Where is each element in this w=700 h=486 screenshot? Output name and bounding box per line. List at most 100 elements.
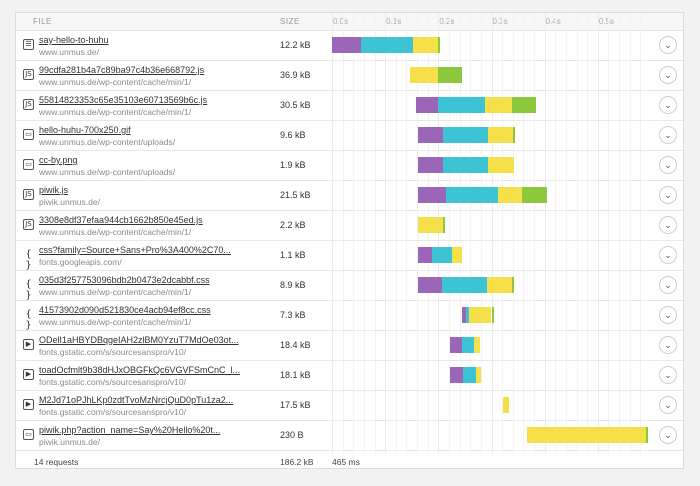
timing-segment-wait bbox=[469, 307, 492, 323]
expand-row-button[interactable]: ⌄ bbox=[659, 216, 677, 234]
request-row[interactable]: ▭ piwik.php?action_name=Say%20Hello%20t..… bbox=[16, 420, 683, 451]
expand-row-button[interactable]: ⌄ bbox=[659, 96, 677, 114]
timing-segment-wait bbox=[412, 37, 439, 53]
expand-row-button[interactable]: ⌄ bbox=[659, 366, 677, 384]
request-row[interactable]: ▭ cc-by.png www.unmus.de/wp-content/upload… bbox=[16, 150, 683, 181]
expand-row-button[interactable]: ⌄ bbox=[659, 66, 677, 84]
request-size: 2.2 kB bbox=[280, 220, 306, 230]
request-file-name[interactable]: piwik.php?action_name=Say%20Hello%20t... bbox=[39, 425, 221, 435]
timing-bar bbox=[332, 360, 651, 390]
request-host-path: www.unmus.de/wp-content/cache/min/1/ bbox=[39, 77, 192, 87]
time-tick-label: 0.5s bbox=[598, 17, 614, 26]
timing-segment-wait bbox=[485, 97, 512, 113]
request-size: 8.9 kB bbox=[280, 280, 306, 290]
timing-segment-connect bbox=[441, 277, 488, 293]
request-file-name[interactable]: css?family=Source+Sans+Pro%3A400%2C70... bbox=[39, 245, 231, 255]
request-row[interactable]: JS 3308e8df37efaa944cb1662b850e45ed.js www… bbox=[16, 210, 683, 241]
request-file-name[interactable]: 99cdfa281b4a7c89ba97c4b36e668792.js bbox=[39, 65, 205, 75]
timing-segment-wait bbox=[503, 397, 510, 413]
request-row[interactable]: { } 41573902d090d521830ce4acb94ef8cc.css w… bbox=[16, 300, 683, 331]
timing-segment-wait bbox=[487, 157, 514, 173]
request-row[interactable]: ▶ M2Jd71oPJhLKp0zdtTvoMzNrcjQuD0pTu1za2..… bbox=[16, 390, 683, 421]
request-host-path: www.unmus.de/wp-content/cache/min/1/ bbox=[39, 107, 192, 117]
time-minor-gridline bbox=[448, 13, 450, 454]
timing-segment-blocking bbox=[418, 247, 432, 263]
request-file-name[interactable]: say-hello-to-huhu bbox=[39, 35, 109, 45]
timing-segment-blocking bbox=[416, 97, 439, 113]
request-file-name[interactable]: piwik.js bbox=[39, 185, 69, 195]
expand-row-button[interactable]: ⌄ bbox=[659, 306, 677, 324]
request-host-path: www.unmus.de/wp-content/uploads/ bbox=[39, 167, 176, 177]
font-file-icon: ▶ bbox=[23, 339, 34, 350]
request-size: 36.9 kB bbox=[280, 70, 311, 80]
timing-segment-receive bbox=[645, 427, 648, 443]
timing-segment-wait bbox=[452, 247, 462, 263]
timing-segment-connect bbox=[462, 367, 476, 383]
timing-segment-wait bbox=[487, 277, 512, 293]
request-row[interactable]: { } css?family=Source+Sans+Pro%3A400%2C70… bbox=[16, 240, 683, 271]
time-minor-gridline bbox=[587, 13, 589, 454]
request-file-name[interactable]: 3308e8df37efaa944cb1662b850e45ed.js bbox=[39, 215, 203, 225]
request-row[interactable]: ▶ toadOcfmlt9b38dHJxOBGFkQc6VGVFSmCnC_l..… bbox=[16, 360, 683, 391]
request-file-name[interactable]: toadOcfmlt9b38dHJxOBGFkQc6VGVFSmCnC_l... bbox=[39, 365, 241, 375]
expand-row-button[interactable]: ⌄ bbox=[659, 126, 677, 144]
request-row[interactable]: { } 035d3f257753096bdb2b0473e2dcabbf.css w… bbox=[16, 270, 683, 301]
expand-row-button[interactable]: ⌄ bbox=[659, 396, 677, 414]
timing-segment-blocking bbox=[418, 127, 443, 143]
request-file-name[interactable]: cc-by.png bbox=[39, 155, 78, 165]
waterfall-panel: FILE SIZE 0.0s 0.1s 0.2s 0.3s 0.4s 0.5s ☰ say-… bbox=[15, 12, 684, 469]
request-size: 17.5 kB bbox=[280, 400, 311, 410]
time-gridline bbox=[544, 13, 546, 454]
timing-segment-receive bbox=[442, 217, 445, 233]
timing-segment-connect bbox=[438, 97, 486, 113]
request-row[interactable]: JS 55814823353c65e35103e60713569b6c.js www… bbox=[16, 90, 683, 121]
request-host-path: www.unmus.de/ bbox=[39, 47, 99, 57]
timing-bar bbox=[332, 330, 651, 360]
expand-row-button[interactable]: ⌄ bbox=[659, 36, 677, 54]
document-icon: ☰ bbox=[23, 39, 34, 50]
js-file-icon: JS bbox=[23, 99, 34, 110]
total-time: 465 ms bbox=[332, 457, 360, 467]
time-minor-gridline bbox=[406, 13, 408, 454]
timing-segment-connect bbox=[431, 247, 453, 263]
request-size: 1.9 kB bbox=[280, 160, 306, 170]
request-row[interactable]: ▶ ODelI1aHBYDBqgeIAH2zlBM0YzuT7MdOe03ot..… bbox=[16, 330, 683, 361]
request-row[interactable]: ▭ hello-huhu-700x250.gif www.unmus.de/wp-c… bbox=[16, 120, 683, 151]
request-host-path: www.unmus.de/wp-content/cache/min/1/ bbox=[39, 227, 192, 237]
time-gridline bbox=[385, 13, 387, 454]
expand-row-button[interactable]: ⌄ bbox=[659, 186, 677, 204]
request-file-name[interactable]: 55814823353c65e35103e60713569b6c.js bbox=[39, 95, 208, 105]
expand-row-button[interactable]: ⌄ bbox=[659, 426, 677, 444]
expand-row-button[interactable]: ⌄ bbox=[659, 276, 677, 294]
request-row[interactable]: JS 99cdfa281b4a7c89ba97c4b36e668792.js www… bbox=[16, 60, 683, 91]
time-gridline bbox=[438, 13, 440, 454]
request-file-name[interactable]: 035d3f257753096bdb2b0473e2dcabbf.css bbox=[39, 275, 210, 285]
timing-segment-connect bbox=[442, 157, 488, 173]
time-tick-label: 0.4s bbox=[545, 17, 561, 26]
time-minor-gridline bbox=[395, 13, 397, 454]
request-row[interactable]: JS piwik.js piwik.unmus.de/21.5 kB ⌄ bbox=[16, 180, 683, 211]
request-size: 18.4 kB bbox=[280, 340, 311, 350]
table-header: FILE SIZE 0.0s 0.1s 0.2s 0.3s 0.4s 0.5s bbox=[16, 13, 683, 31]
request-file-name[interactable]: 41573902d090d521830ce4acb94ef8cc.css bbox=[39, 305, 211, 315]
time-minor-gridline bbox=[512, 13, 514, 454]
request-file-name[interactable]: M2Jd71oPJhLKp0zdtTvoMzNrcjQuD0pTu1za2... bbox=[39, 395, 234, 405]
request-file-name[interactable]: hello-huhu-700x250.gif bbox=[39, 125, 131, 135]
timing-segment-wait bbox=[487, 127, 513, 143]
timing-segment-receive bbox=[512, 127, 515, 143]
timing-segment-blocking bbox=[450, 337, 463, 353]
summary-footer: 14 requests 186.2 kB 465 ms bbox=[16, 454, 683, 468]
timing-segment-blocking bbox=[332, 37, 361, 53]
request-file-name[interactable]: ODelI1aHBYDBqgeIAH2zlBM0YzuT7MdOe03ot... bbox=[39, 335, 239, 345]
expand-row-button[interactable]: ⌄ bbox=[659, 336, 677, 354]
timing-bar bbox=[332, 210, 651, 240]
request-host-path: www.unmus.de/wp-content/cache/min/1/ bbox=[39, 317, 192, 327]
timing-segment-receive bbox=[438, 67, 462, 83]
image-icon: ▭ bbox=[23, 129, 34, 140]
expand-row-button[interactable]: ⌄ bbox=[659, 156, 677, 174]
expand-row-button[interactable]: ⌄ bbox=[659, 246, 677, 264]
timing-bar bbox=[332, 180, 651, 210]
time-minor-gridline bbox=[342, 13, 344, 454]
request-size: 230 B bbox=[280, 430, 304, 440]
request-row[interactable]: ☰ say-hello-to-huhu www.unmus.de/12.2 kB ⌄ bbox=[16, 30, 683, 61]
